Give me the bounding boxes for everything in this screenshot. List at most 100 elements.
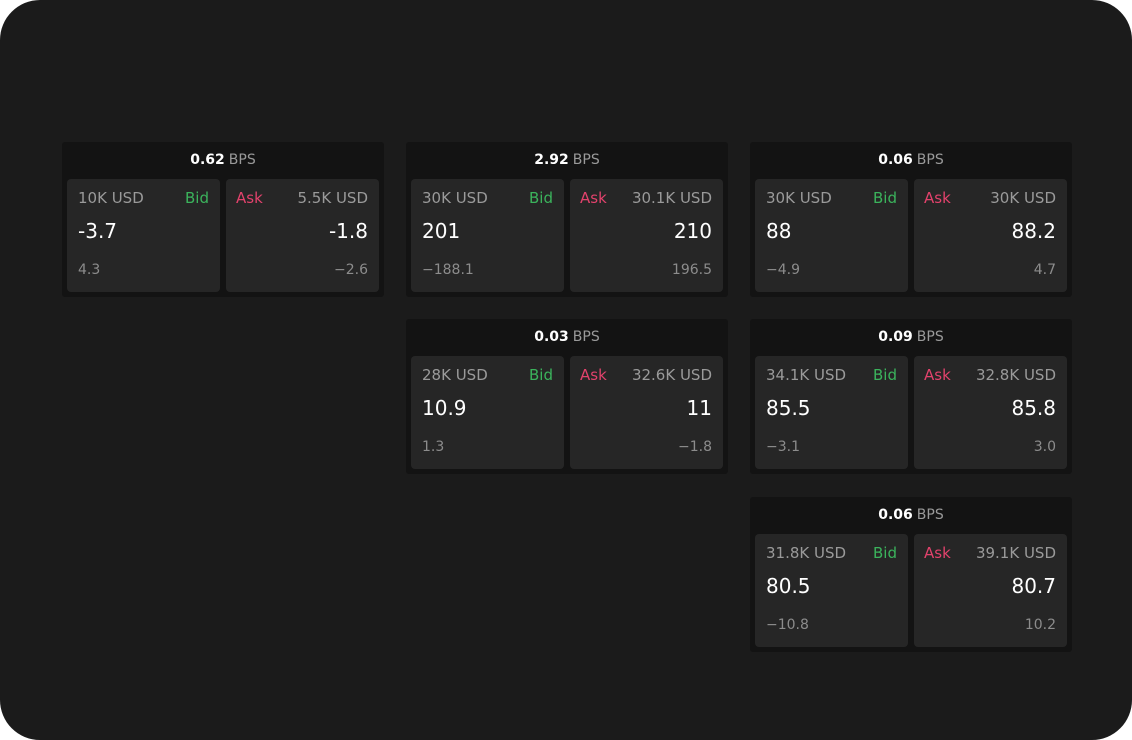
spread-unit: BPS (916, 329, 944, 345)
spread-header: 2.92 BPS (406, 142, 728, 178)
size-text: 10K USD (78, 189, 144, 207)
price-text: -3.7 (78, 219, 118, 243)
size: 10K USD (78, 189, 144, 207)
change: 4.3 (78, 262, 100, 278)
ask-panel: 32.8K USD Ask 85.8 3.0 (914, 356, 1067, 469)
side-label-text: Ask (236, 189, 263, 207)
side-label: Ask (924, 366, 951, 384)
bid-panel: 28K USD Bid 10.9 1.3 (411, 356, 564, 469)
side-label-text: Bid (873, 366, 897, 384)
change: 1.3 (422, 439, 444, 455)
quote-card: 0.09 BPS 34.1K USD Bid 85.5 −3.1 32.8K USD Ask 8… (750, 319, 1072, 474)
size-text: 32.8K USD (975, 366, 1056, 384)
change-text: −4.9 (766, 262, 800, 278)
bid-panel: 10K USD Bid -3.7 4.3 (67, 179, 220, 292)
side-label-text: Ask (580, 189, 607, 207)
size: 32.6K USD (632, 366, 712, 384)
spread-header: 0.06 BPS (750, 142, 1072, 178)
side-label: Bid (873, 544, 897, 562)
side-label: Ask (924, 189, 951, 207)
bid-panel: 31.8K USD Bid 80.5 −10.8 (755, 534, 908, 647)
price-text: 11 (686, 396, 712, 420)
change: 196.5 (672, 262, 712, 278)
ask-panel: 5.5K USD Ask -1.8 −2.6 (226, 179, 379, 292)
spread-header: 0.09 BPS (750, 319, 1072, 355)
price-text: 80.5 (766, 574, 811, 598)
side-label: Bid (529, 189, 553, 207)
spread-value: 0.06 (878, 507, 913, 523)
side-label-text: Bid (529, 189, 553, 207)
change-text: 196.5 (671, 262, 712, 278)
spread-value: 2.92 (534, 152, 569, 168)
price: 10.9 (422, 396, 467, 420)
change-text: −3.1 (766, 439, 800, 455)
size: 30K USD (422, 189, 488, 207)
quote-card: 2.92 BPS 30K USD Bid 201 −188.1 30.1K USD Ask 21… (406, 142, 728, 297)
size-text: 30K USD (422, 189, 488, 207)
spread-header: 0.62 BPS (62, 142, 384, 178)
price: 11 (687, 396, 712, 420)
size: 28K USD (422, 366, 488, 384)
size-text: 30K USD (990, 189, 1056, 207)
change-text: −10.8 (766, 617, 809, 633)
ask-panel: 30K USD Ask 88.2 4.7 (914, 179, 1067, 292)
size: 39.1K USD (976, 544, 1056, 562)
quote-card: 0.06 BPS 30K USD Bid 88 −4.9 30K USD Ask 88.2 4.7 (750, 142, 1072, 297)
spread-value: 0.06 (878, 152, 913, 168)
side-label: Bid (529, 366, 553, 384)
side-label-text: Ask (924, 366, 951, 384)
price-text: 85.8 (1011, 396, 1056, 420)
change: 4.7 (1034, 262, 1056, 278)
bid-panel: 34.1K USD Bid 85.5 −3.1 (755, 356, 908, 469)
side-label: Bid (873, 189, 897, 207)
price: 80.7 (1011, 574, 1056, 598)
size-text: 39.1K USD (975, 544, 1056, 562)
change-text: 1.3 (422, 439, 445, 455)
size-text: 5.5K USD (297, 189, 368, 207)
price-text: 210 (673, 219, 712, 243)
change: −4.9 (766, 262, 800, 278)
side-label-text: Ask (924, 189, 951, 207)
quote-card: 0.06 BPS 31.8K USD Bid 80.5 −10.8 39.1K USD Ask… (750, 497, 1072, 652)
ask-panel: 30.1K USD Ask 210 196.5 (570, 179, 723, 292)
change-text: 3.0 (1033, 439, 1056, 455)
side-label: Ask (924, 544, 951, 562)
side-label: Ask (236, 189, 263, 207)
price-text: 88 (766, 219, 792, 243)
change-text: −1.8 (678, 439, 712, 455)
change: 3.0 (1034, 439, 1056, 455)
side-label-text: Bid (529, 366, 553, 384)
change-text: −2.6 (334, 262, 368, 278)
price: 80.5 (766, 574, 811, 598)
change: 10.2 (1025, 617, 1056, 633)
change: −3.1 (766, 439, 800, 455)
change-text: −188.1 (422, 262, 474, 278)
price: 88.2 (1011, 219, 1056, 243)
spread-value: 0.62 (190, 152, 225, 168)
price-text: -1.8 (328, 219, 368, 243)
price-text: 10.9 (422, 396, 467, 420)
change-text: 4.3 (78, 262, 101, 278)
price: 88 (766, 219, 791, 243)
quote-card: 0.03 BPS 28K USD Bid 10.9 1.3 32.6K USD Ask 11 −1… (406, 319, 728, 474)
size: 5.5K USD (297, 189, 368, 207)
size: 30K USD (990, 189, 1056, 207)
size: 34.1K USD (766, 366, 846, 384)
side-label-text: Bid (873, 544, 897, 562)
price: 201 (422, 219, 460, 243)
spread-value: 0.09 (878, 329, 913, 345)
spread-unit: BPS (228, 152, 256, 168)
size-text: 28K USD (422, 366, 488, 384)
price-text: 201 (422, 219, 461, 243)
price: 85.8 (1011, 396, 1056, 420)
size-text: 30K USD (766, 189, 832, 207)
size: 30K USD (766, 189, 832, 207)
size-text: 31.8K USD (766, 544, 847, 562)
price: -3.7 (78, 219, 117, 243)
change: −10.8 (766, 617, 809, 633)
spread-unit: BPS (572, 329, 600, 345)
bid-panel: 30K USD Bid 88 −4.9 (755, 179, 908, 292)
size-text: 34.1K USD (766, 366, 847, 384)
spread-unit: BPS (572, 152, 600, 168)
bid-panel: 30K USD Bid 201 −188.1 (411, 179, 564, 292)
